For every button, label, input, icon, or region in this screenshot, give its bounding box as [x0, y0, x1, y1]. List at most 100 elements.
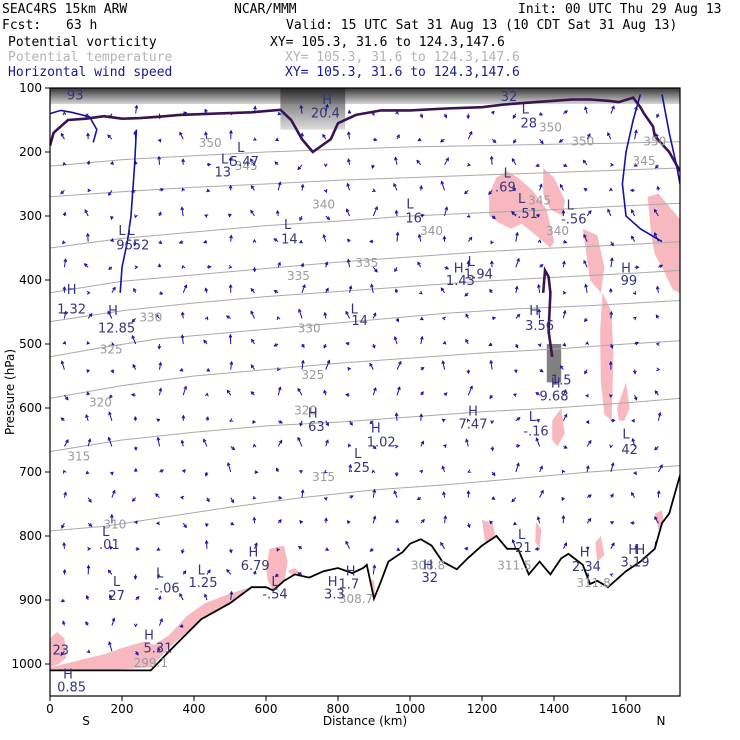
wind-vector-head [397, 386, 401, 391]
wind-vector [158, 388, 162, 396]
wind-vector [182, 386, 187, 396]
field-xy-wind: XY= 105.3, 31.6 to 124.3,147.6 [285, 65, 520, 80]
field-xy-theta: XY= 105.3, 31.6 to 124.3,147.6 [285, 50, 520, 65]
wind-vector [539, 184, 543, 191]
hl-label-43: L [622, 428, 630, 443]
pv-fill-region-3 [600, 292, 614, 421]
wind-vector [583, 260, 588, 268]
wind-vector [345, 311, 350, 319]
wind-vector-head [535, 163, 540, 167]
wind-vector-head [299, 422, 303, 427]
org-label: NCAR/MMM [234, 2, 297, 17]
theta-label-12: 315 [67, 449, 90, 463]
wind-vector [511, 158, 517, 166]
hl-label-3: L [127, 224, 135, 239]
wind-vector-head [180, 311, 185, 316]
wind-vector-head [653, 208, 658, 213]
wind-vector-head [181, 158, 186, 163]
hl-label-65: H [328, 575, 338, 590]
hl-label-82: 0.85 [57, 681, 86, 696]
wind-vector-head [369, 420, 374, 425]
wind-vector-head [252, 570, 257, 575]
wind-vector-head [157, 263, 162, 268]
wind-vector [562, 310, 566, 319]
wind-vector-head [394, 412, 399, 417]
fcst-label: Fcst: [2, 18, 42, 33]
y-tick-label-900: 900 [19, 593, 42, 607]
wind-vector-head [512, 187, 517, 192]
hl-label-46: 7.47 [459, 417, 488, 432]
wind-vector-head [654, 390, 659, 395]
x-tick-label-800: 800 [327, 702, 350, 716]
wind-vector [250, 311, 255, 319]
wind-vector-head [207, 265, 212, 269]
wind-vector-head [345, 540, 349, 545]
tropopause-pv-contour [50, 96, 680, 172]
y-tick-label-400: 400 [19, 273, 42, 287]
wind-vector-head [229, 234, 233, 239]
wind-vector-head [611, 542, 615, 547]
hl-label-75: H [628, 543, 638, 558]
wind-vector-head [420, 366, 425, 371]
wind-vector-head [297, 546, 302, 550]
hl-label-33: 28 [521, 117, 538, 132]
wind-vector-head [85, 594, 90, 599]
wind-vector-head [559, 365, 564, 369]
wind-vector-head [61, 240, 66, 245]
wind-vector [584, 106, 588, 114]
wind-vector-head [204, 108, 208, 113]
wind-vector [325, 360, 330, 370]
wind-vector-head [156, 418, 161, 423]
wind-vector-head [488, 342, 493, 347]
wind-vector-head [441, 316, 446, 321]
wind-vector-head [417, 137, 422, 142]
wind-vector-head [158, 387, 163, 392]
wind-vector [346, 183, 350, 191]
wind-vector-head [609, 344, 614, 349]
wind-vector-head [516, 417, 521, 421]
hl-label-20: H [454, 261, 464, 276]
wind-vector [297, 437, 303, 447]
wind-vector-head [659, 464, 663, 469]
wind-vector-head [325, 547, 330, 551]
wind-vector [634, 130, 637, 140]
wind-vector-head [324, 517, 328, 522]
theta-label-8: 325 [100, 343, 123, 357]
wind-vector-head [563, 413, 568, 418]
wind-vector-head [108, 192, 112, 197]
wind-vector-head [86, 649, 91, 654]
wind-vector-head [323, 389, 327, 394]
hl-label-12: H [322, 93, 332, 108]
hl-label-77: H [636, 543, 646, 558]
wind-vector-head [301, 359, 305, 364]
wind-vector-head [277, 386, 282, 391]
wind-vector-head [369, 362, 373, 367]
theta-label-4: 335 [355, 256, 378, 270]
wind-vector-head [536, 515, 541, 521]
wind-vector-head [511, 157, 516, 162]
wind-vector-head [655, 285, 660, 290]
wind-vector-head [585, 546, 590, 551]
hl-label-38: 9.68 [540, 389, 569, 404]
wind-vector-head [180, 439, 185, 444]
wind-vector-head [323, 344, 327, 349]
wind-vector [372, 565, 376, 575]
wind-vector [277, 387, 281, 396]
hl-label-7: 12.85 [98, 321, 135, 336]
x-tick-label-1200: 1200 [467, 702, 498, 716]
wind-vector-head [395, 110, 399, 115]
wind-vector-head [371, 111, 375, 116]
wind-vector-head [443, 114, 448, 119]
wind-vector-head [345, 310, 349, 315]
wind-vector-head [610, 462, 615, 467]
hl-label-10: L [221, 153, 229, 168]
theta-label-2: 340 [312, 197, 335, 211]
wind-vector-head [252, 137, 257, 141]
wind-vector-head [325, 287, 329, 292]
wind-vector-head [180, 334, 185, 339]
wind-vector-head [394, 209, 399, 214]
wind-vector [158, 362, 162, 370]
wind-vector-head [205, 523, 209, 528]
wind-vector-head [323, 311, 328, 316]
